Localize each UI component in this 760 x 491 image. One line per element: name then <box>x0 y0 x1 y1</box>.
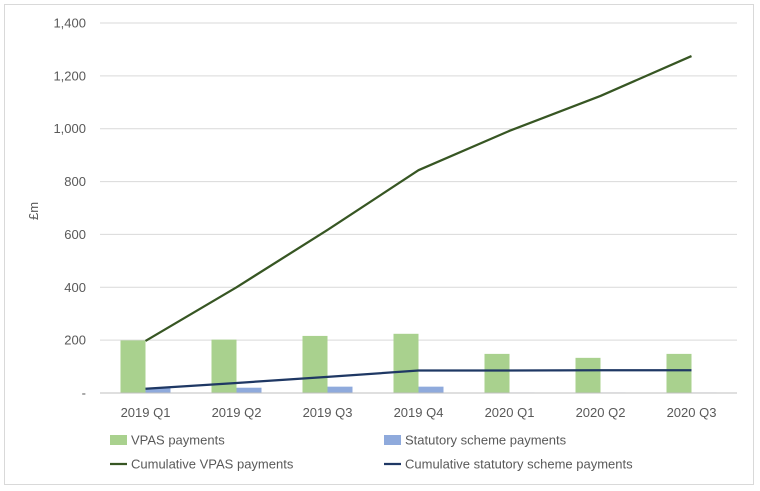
gridlines <box>100 22 737 341</box>
legend-statutory-payments: Statutory scheme payments <box>405 433 567 448</box>
x-tick-label: 2020 Q2 <box>576 405 626 420</box>
vpas-bar <box>666 353 692 393</box>
statutory-bar <box>236 387 262 393</box>
legend-cumulative-vpas: Cumulative VPAS payments <box>131 457 294 472</box>
legend-cumulative-statutory: Cumulative statutory scheme payments <box>405 457 633 472</box>
y-tick-label: 200 <box>64 333 86 348</box>
statutory-bar <box>145 387 171 393</box>
y-tick-label: - <box>82 386 86 401</box>
vpas-bar <box>575 357 601 393</box>
vpas-bar <box>302 335 328 393</box>
statutory-bar <box>418 386 444 393</box>
cumulative-statutory-line <box>145 369 692 390</box>
vpas-bar <box>393 333 419 393</box>
x-tick-label: 2019 Q4 <box>394 405 444 420</box>
y-tick-label: 1,000 <box>53 121 86 136</box>
x-tick-label: 2019 Q1 <box>121 405 171 420</box>
chart-frame <box>4 4 754 485</box>
cumulative-vpas-line <box>144 55 692 342</box>
y-tick-label: 400 <box>64 280 86 295</box>
y-tick-label: 1,400 <box>53 16 86 31</box>
x-tick-label: 2019 Q3 <box>303 405 353 420</box>
x-tick-labels: 2019 Q1 2019 Q2 2019 Q3 2019 Q4 2020 Q1 2020 … <box>121 405 717 420</box>
y-tick-label: 800 <box>64 174 86 189</box>
lines <box>144 55 692 390</box>
y-tick-label: 600 <box>64 227 86 242</box>
y-tick-label: 1,200 <box>53 68 86 83</box>
y-axis-label: £m <box>26 202 41 220</box>
vpas-bar <box>120 340 146 393</box>
legend-statutory-payments-swatch <box>384 435 401 445</box>
x-tick-label: 2019 Q2 <box>212 405 262 420</box>
legend-vpas-payments: VPAS payments <box>131 433 225 448</box>
vpas-bar <box>484 353 510 393</box>
x-tick-label: 2020 Q1 <box>485 405 535 420</box>
legend: VPAS payments Statutory scheme payments Cu… <box>110 433 633 472</box>
x-tick-label: 2020 Q3 <box>667 405 717 420</box>
legend-vpas-payments-swatch <box>110 435 127 445</box>
bars <box>120 333 717 393</box>
y-tick-labels: - 200 400 600 800 1,000 1,200 1,400 <box>53 16 86 401</box>
statutory-bar <box>327 386 353 393</box>
